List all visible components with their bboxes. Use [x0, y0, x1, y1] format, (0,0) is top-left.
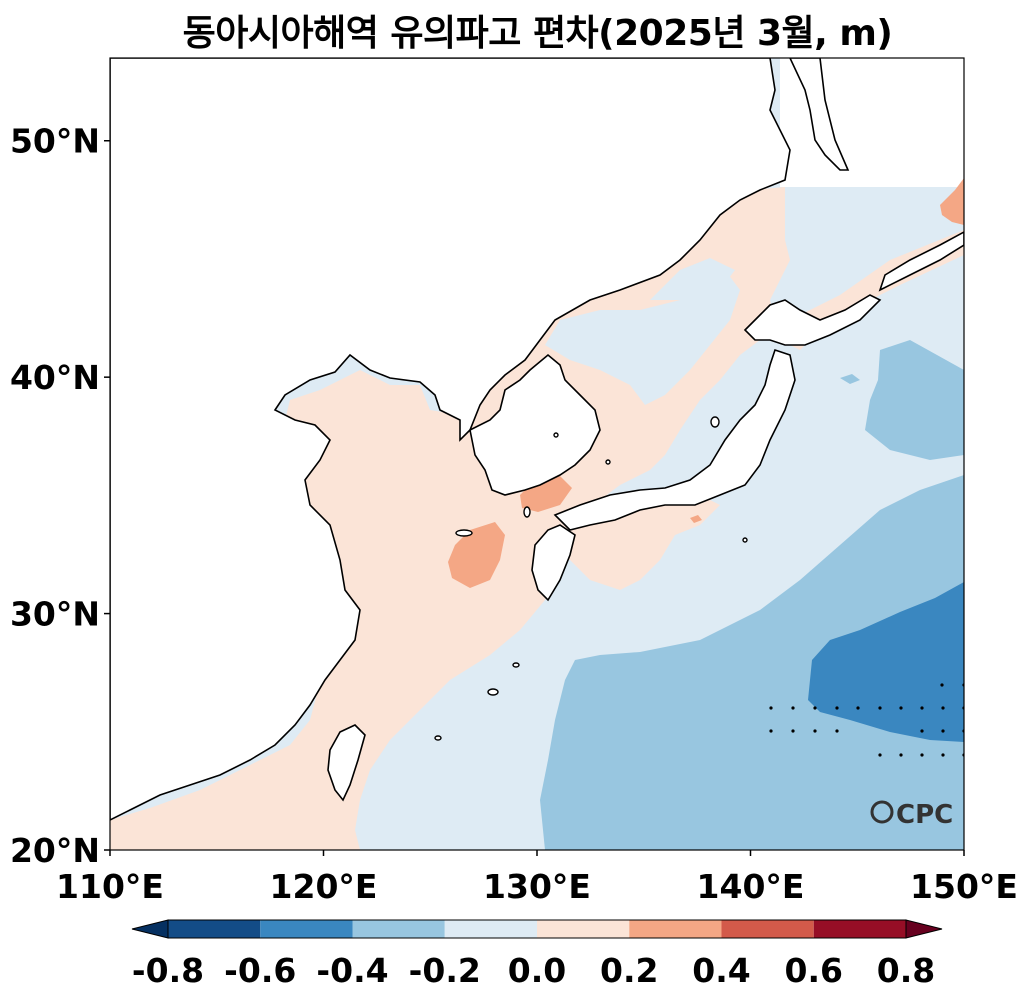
positive-anomaly-0.2-0.4-sakhalin — [940, 178, 964, 225]
colorbar-label: 0.4 — [692, 951, 750, 990]
colorbar: -0.8 -0.6 -0.4 -0.2 0.0 0.2 0.4 0.6 0.8 — [131, 919, 943, 990]
stipple-dot — [920, 706, 924, 710]
stipple-dot — [791, 729, 795, 733]
stipple-dot — [941, 729, 945, 733]
stipple-dot — [791, 706, 795, 710]
y-axis: 50°N 40°N 30°N 20°N — [10, 122, 110, 870]
y-tick-label: 40°N — [10, 358, 100, 397]
island-dokdo — [553, 432, 559, 438]
positive-anomaly-0.0-0.2-region — [110, 187, 964, 850]
colorbar-label: 0.0 — [508, 951, 566, 990]
colorbar-segment — [444, 920, 537, 938]
colorbar-segment — [537, 920, 630, 938]
colorbar-segment — [352, 920, 445, 938]
x-tick-label: 130°E — [483, 867, 591, 906]
colorbar-label: -0.4 — [316, 951, 388, 990]
x-tick-label: 120°E — [270, 867, 378, 906]
land-japan-honshu — [553, 348, 796, 531]
land-korea — [469, 353, 601, 496]
negative-anomaly-0.4-0.2-northeast — [865, 340, 964, 460]
stipple-dot — [941, 706, 945, 710]
stipple-dot — [835, 706, 839, 710]
positive-anomaly-0.2-0.4-small — [690, 515, 702, 523]
island-ryukyu-2 — [512, 662, 520, 668]
negative-anomaly-0.4-0.2-pacific — [540, 475, 964, 850]
negative-anomaly-0.6-0.4-core — [808, 582, 964, 742]
colorbar-extend-min — [131, 919, 169, 939]
stipple-dot — [813, 729, 817, 733]
land-japan-kyushu-shikoku — [531, 524, 576, 602]
land-hokkaido — [743, 294, 882, 346]
colorbar-frame — [167, 919, 907, 939]
map-title: 동아시아해역 유의파고 편차(2025년 3월, m) — [182, 13, 893, 54]
ocpc-logo: CPC — [870, 800, 953, 830]
x-tick-label: 150°E — [910, 867, 1018, 906]
y-tick-label: 20°N — [10, 831, 100, 870]
land-taiwan — [327, 724, 366, 802]
stipple-dot — [878, 706, 882, 710]
stipple-dot — [941, 753, 945, 757]
colorbar-extend-max — [905, 919, 943, 939]
stipple-dot — [769, 706, 773, 710]
colorbar-label: 0.6 — [785, 951, 843, 990]
stipple-dot — [835, 729, 839, 733]
negative-anomaly-pocket-east-sea — [545, 270, 740, 405]
negative-anomaly-pocket-okhotsk — [650, 258, 735, 300]
stipple-dot — [920, 753, 924, 757]
island-jeju — [455, 529, 473, 537]
colorbar-segment — [168, 920, 261, 938]
positive-anomaly-0.2-0.4-east-china-sea — [448, 522, 505, 588]
map-plot-area: CPC — [110, 58, 964, 850]
island-ulleung — [605, 459, 611, 465]
island-sado — [710, 416, 720, 428]
land-asia-mainland — [110, 58, 791, 821]
logo-mark-icon — [870, 800, 894, 824]
stipple-dot — [769, 729, 773, 733]
colorbar-label: -0.6 — [224, 951, 296, 990]
land-kuril-coast — [878, 231, 964, 292]
stipple-dot — [899, 753, 903, 757]
colorbar-label: 0.2 — [600, 951, 658, 990]
stipple-dot — [878, 753, 882, 757]
logo-text: CPC — [896, 800, 953, 830]
island-tsushima — [523, 506, 531, 518]
stipple-dot — [899, 706, 903, 710]
x-axis: 110°E 120°E 130°E 140°E 150°E — [56, 850, 1018, 906]
island-izu — [742, 537, 748, 543]
stipple-dot — [940, 683, 944, 687]
y-tick-label: 50°N — [10, 122, 100, 161]
colorbar-segment — [813, 920, 906, 938]
island-ryukyu-1 — [487, 688, 499, 696]
colorbar-label: 0.8 — [877, 951, 935, 990]
y-tick-label: 30°N — [10, 595, 100, 634]
stipple-dot — [813, 706, 817, 710]
stipple-dot — [856, 706, 860, 710]
land-sakhalin — [789, 58, 850, 171]
colorbar-segment — [260, 920, 353, 938]
colorbar-label: -0.8 — [132, 951, 204, 990]
negative-anomaly-0.4-0.2-small — [840, 374, 860, 384]
x-tick-label: 140°E — [697, 867, 805, 906]
stipple-dot — [920, 729, 924, 733]
island-ryukyu-3 — [434, 735, 442, 741]
colorbar-segment — [629, 920, 722, 938]
x-tick-label: 110°E — [56, 867, 164, 906]
colorbar-segment — [721, 920, 814, 938]
colorbar-label: -0.2 — [409, 951, 481, 990]
